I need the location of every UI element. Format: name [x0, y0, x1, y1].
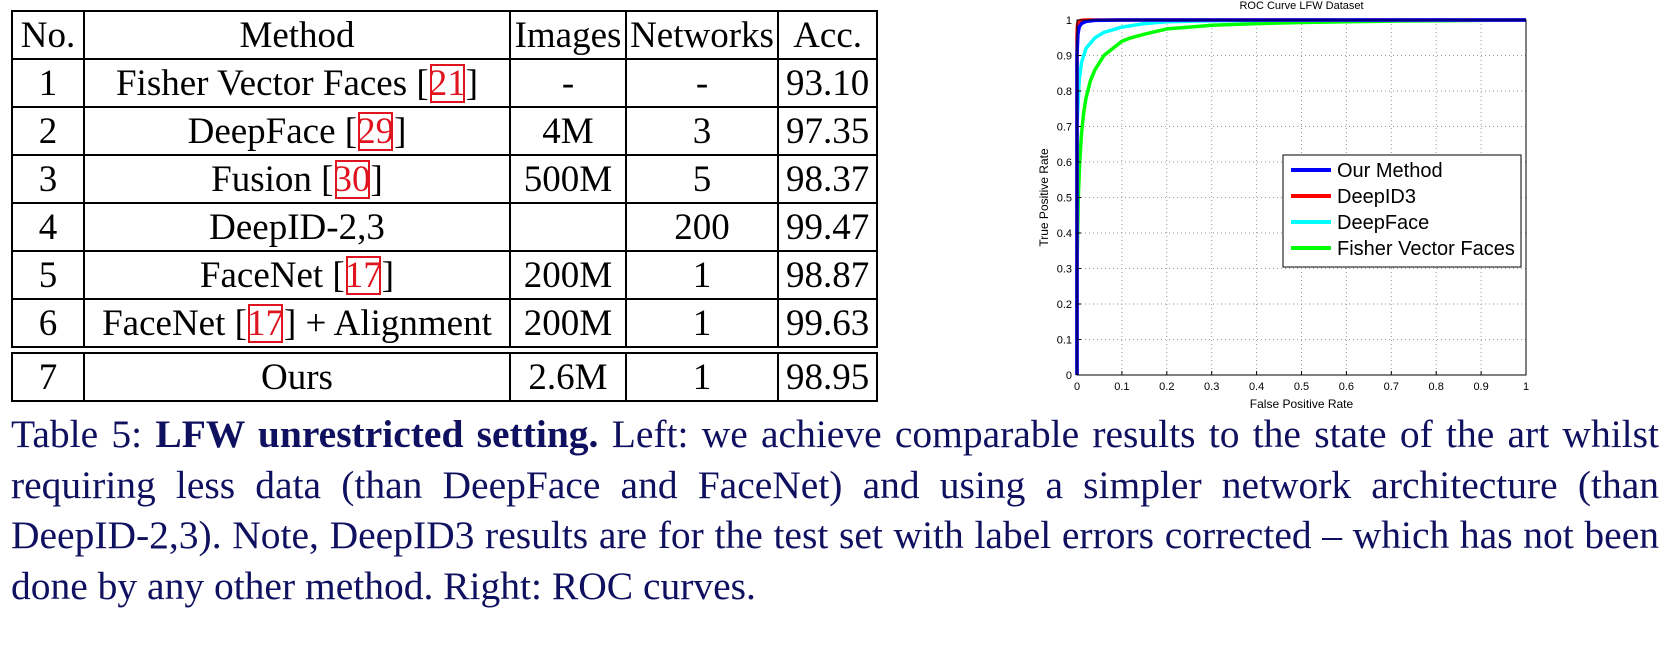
x-tick-label: 0.9 [1473, 381, 1488, 393]
cell-acc: 97.35 [776, 106, 879, 156]
cell-no: 7 [11, 352, 85, 402]
legend-label-deepface: DeepFace [1337, 212, 1429, 234]
chart-title: ROC Curve LFW Dataset [1239, 0, 1363, 12]
cell-method: Fisher Vector Faces [21] [83, 58, 511, 108]
cell-method: DeepFace [29] [83, 106, 511, 156]
results-table: No. Method Images Networks Acc. 1 Fisher… [11, 10, 879, 402]
header-networks: Networks [625, 10, 779, 60]
table-separator [12, 346, 878, 354]
y-tick-label: 0 [1066, 370, 1072, 382]
cell-method: DeepID-2,3 [83, 202, 511, 252]
y-axis-label: True Positive Rate [1037, 148, 1051, 247]
y-tick-label: 1 [1066, 15, 1072, 27]
cell-acc: 98.95 [776, 352, 879, 402]
cell-images [509, 202, 627, 252]
table-row: 6 FaceNet [17] + Alignment 200M 1 99.63 [11, 298, 879, 348]
y-tick-label: 0.3 [1057, 264, 1072, 276]
header-no: No. [11, 10, 85, 60]
header-method: Method [83, 10, 511, 60]
cell-method: FaceNet [17] + Alignment [83, 298, 511, 348]
citation-link[interactable]: 30 [333, 158, 371, 200]
y-tick-label: 0.9 [1057, 51, 1072, 63]
header-images: Images [509, 10, 627, 60]
x-tick-label: 0.2 [1159, 381, 1174, 393]
series-line-fisher-vector-faces [1075, 18, 1527, 375]
table-row: 5 FaceNet [17] 200M 1 98.87 [11, 250, 879, 300]
x-tick-label: 0.6 [1339, 381, 1354, 393]
cell-acc: 98.37 [776, 154, 879, 204]
caption-text: Left: we achieve comparable results to t… [11, 412, 1659, 608]
cell-images: 500M [509, 154, 627, 204]
table-row: 7 Ours 2.6M 1 98.95 [11, 352, 879, 402]
x-tick-label: 0.5 [1294, 381, 1309, 393]
y-tick-label: 0.6 [1057, 157, 1072, 169]
y-tick-label: 0.2 [1057, 299, 1072, 311]
caption-label: Table 5: [11, 412, 156, 456]
table-row: 4 DeepID-2,3 200 99.47 [11, 202, 879, 252]
x-tick-label: 0.1 [1114, 381, 1129, 393]
cell-acc: 93.10 [776, 58, 879, 108]
header-acc: Acc. [776, 10, 879, 60]
cell-images: 200M [509, 298, 627, 348]
citation-link[interactable]: 17 [246, 302, 284, 344]
citation-link[interactable]: 17 [344, 254, 382, 296]
caption-bold: LFW unrestricted setting. [155, 412, 599, 456]
cell-method: FaceNet [17] [83, 250, 511, 300]
x-tick-label: 0 [1074, 381, 1080, 393]
x-tick-label: 0.7 [1384, 381, 1399, 393]
x-tick-label: 0.8 [1429, 381, 1444, 393]
cell-no: 2 [11, 106, 85, 156]
cell-no: 5 [11, 250, 85, 300]
cell-images: 2.6M [509, 352, 627, 402]
cell-acc: 98.87 [776, 250, 879, 300]
cell-acc: 99.63 [776, 298, 879, 348]
legend-label-our-method: Our Method [1337, 160, 1443, 182]
citation-link[interactable]: 21 [428, 62, 466, 104]
cell-images: 4M [509, 106, 627, 156]
y-tick-label: 0.7 [1057, 122, 1072, 134]
cell-networks: 1 [625, 298, 779, 348]
cell-no: 1 [11, 58, 85, 108]
cell-method: Fusion [30] [83, 154, 511, 204]
cell-networks: 5 [625, 154, 779, 204]
x-axis-label: False Positive Rate [1250, 397, 1354, 411]
legend-label-fisher-vector-faces: Fisher Vector Faces [1337, 238, 1515, 260]
cell-networks: 1 [625, 352, 779, 402]
y-tick-label: 0.1 [1057, 335, 1072, 347]
citation-link[interactable]: 29 [357, 110, 395, 152]
table-row: 1 Fisher Vector Faces [21] - - 93.10 [11, 58, 879, 108]
y-tick-label: 0.8 [1057, 86, 1072, 98]
cell-networks: - [625, 58, 779, 108]
cell-no: 6 [11, 298, 85, 348]
cell-acc: 99.47 [776, 202, 879, 252]
table-header-row: No. Method Images Networks Acc. [11, 10, 879, 60]
cell-networks: 1 [625, 250, 779, 300]
roc-chart: 0 0.1 0.2 0.3 0.4 0.5 0.6 0.7 0.8 0.9 1 0 0.1 0.2 0.3 0… [1037, 0, 1529, 411]
cell-networks: 200 [625, 202, 779, 252]
x-tick-label: 0.4 [1249, 381, 1264, 393]
cell-no: 4 [11, 202, 85, 252]
cell-images: - [509, 58, 627, 108]
cell-no: 3 [11, 154, 85, 204]
x-tick-label: 0.3 [1204, 381, 1219, 393]
ticks: 0 0.1 0.2 0.3 0.4 0.5 0.6 0.7 0.8 0.9 1 0 0.1 0.2 0.3 0… [1057, 15, 1529, 393]
table-row: 2 DeepFace [29] 4M 3 97.35 [11, 106, 879, 156]
x-tick-label: 1 [1523, 381, 1529, 393]
y-tick-label: 0.4 [1057, 228, 1072, 240]
legend-label-deepid3: DeepID3 [1337, 186, 1416, 208]
legend: Our Method DeepID3 DeepFace Fisher Vector F… [1282, 154, 1522, 268]
cell-images: 200M [509, 250, 627, 300]
cell-method: Ours [83, 352, 511, 402]
table-caption: Table 5: LFW unrestricted setting. Left:… [11, 409, 1659, 611]
y-tick-label: 0.5 [1057, 193, 1072, 205]
table-row: 3 Fusion [30] 500M 5 98.37 [11, 154, 879, 204]
cell-networks: 3 [625, 106, 779, 156]
